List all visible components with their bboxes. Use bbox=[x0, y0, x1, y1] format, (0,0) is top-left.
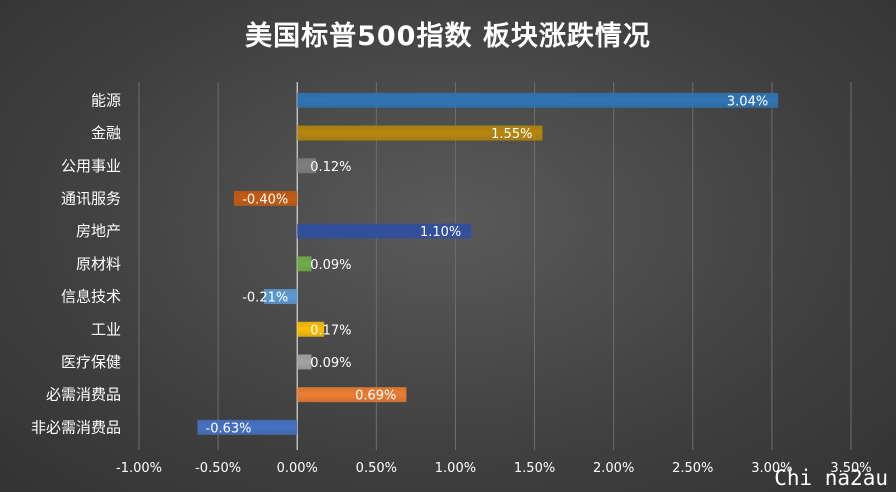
category-label: 工业 bbox=[91, 320, 121, 338]
category-label: 房地产 bbox=[76, 222, 121, 240]
x-tick-label: 2.00% bbox=[593, 461, 634, 476]
bar bbox=[297, 387, 407, 403]
x-tick-label: 3.00% bbox=[751, 461, 792, 476]
data-label: 0.69% bbox=[355, 389, 396, 404]
bar bbox=[197, 419, 298, 435]
data-label: -0.40% bbox=[242, 192, 288, 207]
bar bbox=[297, 256, 312, 272]
data-label: -0.21% bbox=[242, 291, 288, 306]
watermark-text: Chi na2au bbox=[774, 466, 888, 490]
data-label: 0.17% bbox=[310, 323, 351, 338]
x-tick-label: -0.50% bbox=[195, 461, 241, 476]
data-label: -0.63% bbox=[206, 421, 252, 436]
data-label: 0.09% bbox=[310, 356, 351, 371]
x-tick-label: 1.00% bbox=[435, 461, 476, 476]
x-tick-label: 3.50% bbox=[830, 461, 871, 476]
labels: -1.00% -0.50% 0.00% 0.50% 1.00% 1.50% 2.00% 2.5… bbox=[31, 91, 872, 476]
data-label: 3.04% bbox=[727, 94, 768, 109]
x-tick-label: 0.00% bbox=[277, 461, 318, 476]
bar bbox=[297, 223, 472, 239]
chart-title: 美国标普500指数 板块涨跌情况 bbox=[245, 21, 651, 52]
data-label: 0.09% bbox=[310, 258, 351, 273]
bar bbox=[297, 354, 312, 370]
category-label: 能源 bbox=[91, 91, 121, 109]
bar bbox=[233, 190, 298, 206]
x-tick-label: 0.50% bbox=[356, 461, 397, 476]
data-label: 0.12% bbox=[310, 160, 351, 175]
category-label: 必需消费品 bbox=[46, 386, 121, 404]
category-label: 信息技术 bbox=[61, 288, 121, 306]
bar bbox=[297, 158, 317, 174]
data-label: 1.55% bbox=[491, 127, 532, 142]
x-tick-label: 1.50% bbox=[514, 461, 555, 476]
category-label: 医疗保健 bbox=[61, 353, 121, 371]
category-label: 公用事业 bbox=[61, 157, 121, 175]
bar bbox=[297, 321, 325, 337]
x-tick-label: -1.00% bbox=[116, 461, 162, 476]
category-label: 非必需消费品 bbox=[31, 418, 121, 436]
category-label: 金融 bbox=[91, 124, 121, 142]
bar bbox=[263, 289, 298, 305]
bars bbox=[197, 92, 779, 435]
bar bbox=[297, 125, 543, 141]
x-tick-label: 2.50% bbox=[672, 461, 713, 476]
category-label: 通讯服务 bbox=[61, 189, 121, 207]
data-label: 1.10% bbox=[420, 225, 461, 240]
category-label: 原材料 bbox=[76, 255, 121, 273]
bar bbox=[297, 92, 779, 108]
